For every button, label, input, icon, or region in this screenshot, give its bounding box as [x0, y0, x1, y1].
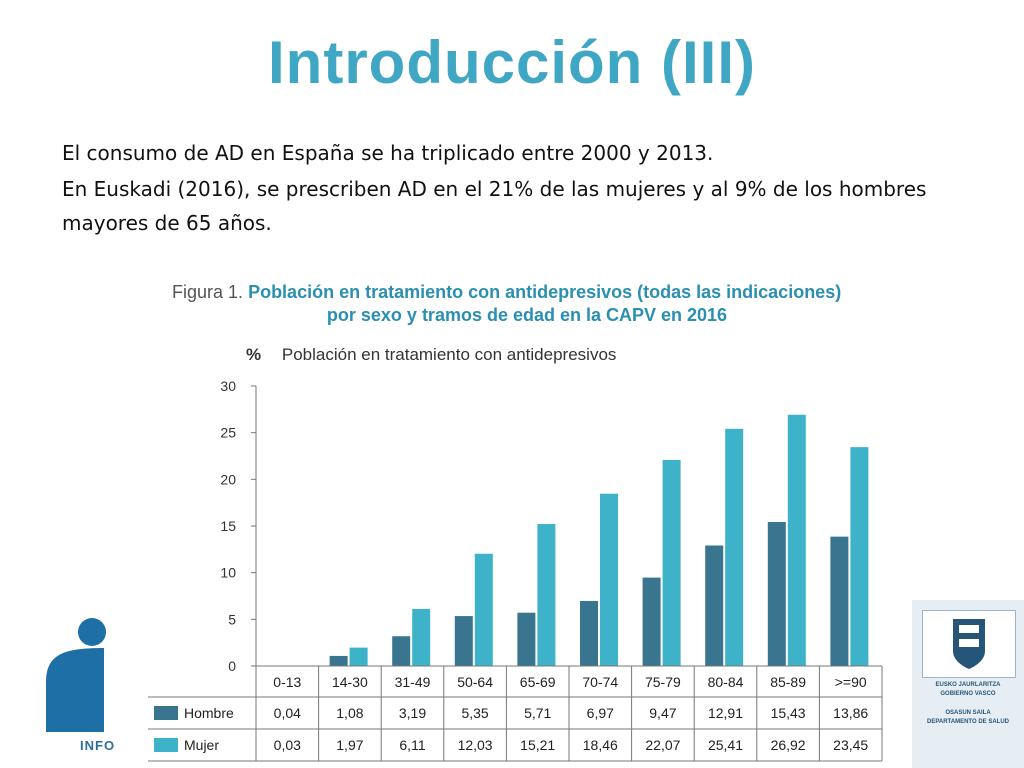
data-label-mujer: 6,11: [399, 737, 425, 753]
bullet-euskadi: En Euskadi (2016), se prescriben AD en e…: [62, 177, 927, 235]
bar-hombre-80-84: [705, 545, 724, 666]
data-label-hombre: 3,19: [399, 705, 426, 721]
bar-hombre-70-74: [580, 600, 598, 666]
x-tick-label: 31-49: [395, 674, 431, 690]
legend-swatch-mujer: [154, 738, 178, 752]
bar-mujer-85-89: [787, 414, 806, 666]
bar-mujer-14-30: [349, 647, 368, 666]
x-tick-label: 65-69: [520, 674, 556, 690]
coat-of-arms-icon: [922, 610, 1016, 678]
data-label-hombre: 9,47: [649, 705, 676, 721]
legend-label-hombre: Hombre: [184, 705, 234, 721]
x-tick-label: 85-89: [770, 674, 806, 690]
bar-hombre-50-64: [454, 616, 473, 666]
bar-hombre-75-79: [642, 577, 661, 666]
slide-title: Introducción (III): [268, 29, 756, 96]
data-label-mujer: 23,45: [833, 737, 868, 753]
y-tick-label: 30: [220, 378, 236, 394]
x-tick-label: 70-74: [582, 674, 618, 690]
y-tick-label: 20: [220, 471, 236, 487]
data-label-mujer: 1,97: [336, 737, 363, 753]
data-label-hombre: 13,86: [833, 705, 868, 721]
info-i-icon: [46, 618, 106, 732]
data-label-hombre: 0,04: [274, 705, 301, 721]
chart-header: % Población en tratamiento con antidepre…: [246, 345, 616, 365]
data-label-mujer: 18,46: [583, 737, 618, 753]
bar-mujer-31-49: [412, 608, 431, 666]
bar-hombre->=90: [830, 536, 849, 666]
legend-label-mujer: Mujer: [184, 737, 219, 753]
bar-mujer-65-69: [537, 524, 556, 666]
x-tick-label: 0-13: [273, 674, 301, 690]
y-tick-label: 15: [220, 518, 236, 534]
data-label-mujer: 22,07: [645, 737, 680, 753]
data-label-mujer: 12,03: [458, 737, 493, 753]
data-label-hombre: 5,71: [524, 705, 551, 721]
x-tick-label: 50-64: [457, 674, 493, 690]
gov-text-1: EUSKO JAURLARITZA: [935, 682, 1001, 688]
legend-swatch-hombre: [154, 706, 178, 720]
bar-mujer-70-74: [600, 493, 618, 666]
gov-text-4: DEPARTAMENTO DE SALUD: [926, 719, 1009, 725]
data-label-hombre: 12,91: [708, 705, 743, 721]
bar-hombre-85-89: [767, 521, 786, 666]
x-tick-label: 80-84: [708, 674, 744, 690]
gov-text-3: OSASUN SAILA: [945, 710, 991, 716]
info-logo: [44, 612, 124, 768]
bar-hombre-31-49: [392, 636, 411, 666]
bar-mujer-50-64: [474, 553, 493, 666]
bar-hombre-65-69: [517, 612, 536, 666]
y-tick-label: 25: [220, 425, 236, 441]
chart-title: Población en tratamiento con antidepresi…: [281, 345, 617, 364]
figure-title-line2: por sexo y tramos de edad en la CAPV en …: [326, 305, 728, 325]
info-logo-text: INFO: [80, 738, 116, 753]
data-label-hombre: 15,43: [771, 705, 806, 721]
bar-mujer-80-84: [725, 428, 744, 666]
bar-mujer-75-79: [662, 460, 681, 666]
data-label-hombre: 1,08: [336, 705, 363, 721]
data-label-mujer: 26,92: [771, 737, 806, 753]
data-label-mujer: 25,41: [708, 737, 743, 753]
basque-government-logo: EUSKO JAURLARITZA GOBIERNO VASCO OSASUN …: [912, 600, 1024, 768]
bullet-consumption: El consumo de AD en España se ha triplic…: [62, 141, 714, 165]
figure-prefix: Figura 1.: [172, 282, 244, 302]
y-tick-label: 10: [220, 565, 236, 581]
gov-text-2: GOBIERNO VASCO: [940, 691, 996, 697]
x-tick-label: >=90: [835, 674, 867, 690]
x-tick-label: 14-30: [332, 674, 368, 690]
x-tick-label: 75-79: [645, 674, 681, 690]
data-label-mujer: 0,03: [274, 737, 301, 753]
y-tick-label: 5: [228, 611, 236, 627]
bar-hombre-14-30: [329, 655, 348, 666]
data-label-hombre: 6,97: [587, 705, 614, 721]
bar-mujer->=90: [850, 447, 869, 666]
data-label-hombre: 5,35: [461, 705, 488, 721]
y-axis-unit: %: [246, 345, 262, 364]
figure-title-line1: Población en tratamiento con antidepresi…: [248, 282, 842, 302]
y-tick-label: 0: [228, 658, 236, 674]
data-label-mujer: 15,21: [520, 737, 555, 753]
figure-caption: Figura 1. Población en tratamiento con a…: [172, 281, 902, 327]
